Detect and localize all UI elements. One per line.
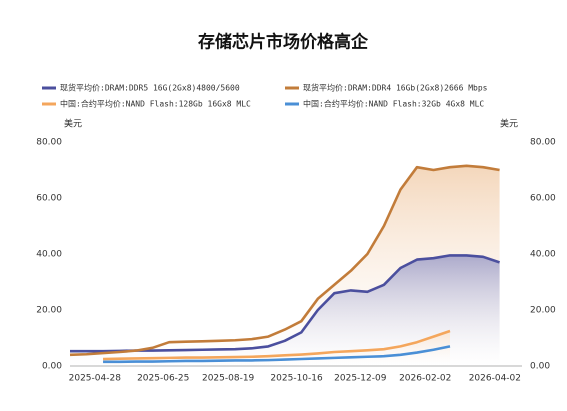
x-tick-label: 2026-02-02 (399, 374, 451, 384)
x-tick-label: 2025-10-16 (270, 374, 323, 384)
legend-label: 现货平均价:DRAM:DDR4 16Gb(2Gx8)2666 Mbps (303, 83, 488, 93)
y2-tick-label: 20.00 (530, 306, 556, 316)
x-tick-label: 2025-04-28 (69, 374, 122, 384)
line (69, 164, 500, 357)
y-tick-label: 40.00 (36, 250, 62, 260)
x-tick-label: 2026-04-02 (469, 374, 521, 384)
y2-tick-label: 0.00 (530, 362, 550, 372)
y-tick-label: 0.00 (42, 362, 62, 372)
line (103, 329, 451, 361)
line (103, 345, 451, 364)
y-tick-label: 60.00 (36, 194, 62, 204)
x-tick-label: 2025-08-19 (202, 374, 255, 384)
y-tick-label: 80.00 (36, 138, 62, 148)
y2-tick-label: 60.00 (530, 194, 556, 204)
y-tick-label: 20.00 (36, 306, 62, 316)
y-unit: 美元 (64, 118, 82, 130)
x-tick-label: 2025-12-09 (334, 374, 387, 384)
y2-unit: 美元 (500, 118, 518, 130)
area (70, 255, 500, 366)
y2-tick-label: 40.00 (530, 250, 556, 260)
legend-label: 中国:合约平均价:NAND Flash:128Gb 16Gx8 MLC (60, 99, 251, 109)
y2-tick-label: 80.00 (530, 138, 556, 148)
legend-label: 中国:合约平均价:NAND Flash:32Gb 4Gx8 MLC (303, 99, 484, 109)
chart-title: 存储芯片市场价格高企 (198, 32, 369, 53)
legend-label: 现货平均价:DRAM:DDR5 16G(2Gx8)4800/5600 (60, 83, 240, 93)
x-tick-label: 2025-06-25 (137, 374, 189, 384)
